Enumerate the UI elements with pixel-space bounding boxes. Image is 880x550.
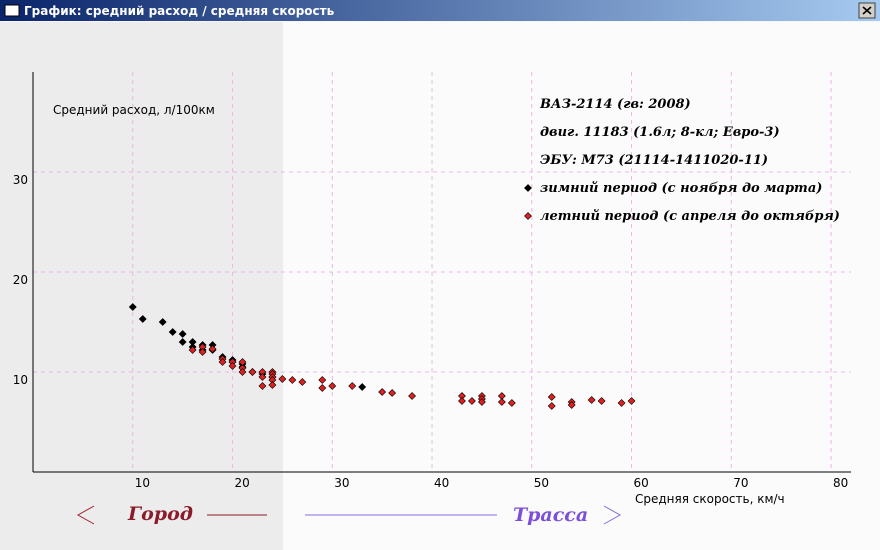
legend-label: зимний период (с ноября до марта) bbox=[540, 181, 822, 196]
data-point bbox=[288, 376, 297, 384]
data-point bbox=[547, 402, 556, 410]
title-bar bbox=[0, 0, 880, 21]
annotation: ВАЗ-2114 (гв: 2008) bbox=[539, 97, 691, 112]
data-point bbox=[318, 376, 327, 384]
data-point bbox=[328, 382, 337, 390]
data-point bbox=[158, 318, 167, 326]
data-point bbox=[388, 389, 397, 397]
x-tick-label: 10 bbox=[135, 476, 150, 490]
y-tick-label: 20 bbox=[13, 273, 28, 287]
x-tick-label: 50 bbox=[534, 476, 549, 490]
data-point bbox=[208, 345, 217, 353]
y-tick-label: 30 bbox=[13, 173, 28, 187]
window-icon bbox=[4, 4, 20, 17]
data-point bbox=[278, 375, 287, 383]
data-point bbox=[228, 362, 237, 370]
data-point bbox=[178, 338, 187, 346]
data-point bbox=[507, 399, 516, 407]
data-point bbox=[358, 383, 367, 391]
x-tick-label: 40 bbox=[434, 476, 449, 490]
x-tick-label: 20 bbox=[235, 476, 250, 490]
x-tick-label: 80 bbox=[833, 476, 848, 490]
data-point bbox=[348, 382, 357, 390]
data-point bbox=[188, 346, 197, 354]
x-tick-label: 30 bbox=[334, 476, 349, 490]
data-point bbox=[468, 397, 476, 405]
data-point bbox=[567, 401, 576, 409]
data-point bbox=[378, 388, 387, 396]
data-point bbox=[258, 373, 267, 381]
data-point bbox=[178, 330, 187, 338]
data-point bbox=[198, 348, 207, 356]
x-tick-label: 70 bbox=[733, 476, 748, 490]
data-point bbox=[587, 396, 596, 404]
data-point bbox=[497, 398, 506, 406]
data-point bbox=[248, 368, 257, 376]
data-point bbox=[238, 368, 247, 376]
city-zone bbox=[0, 22, 283, 550]
annotation: двиг. 11183 (1.6л; 8-кл; Евро-3) bbox=[540, 125, 780, 140]
plot-area bbox=[283, 22, 880, 550]
data-point bbox=[477, 398, 486, 406]
data-point bbox=[168, 328, 177, 336]
close-icon bbox=[862, 6, 872, 15]
annotation: ЭБУ: M73 (21114-1411020-11) bbox=[540, 153, 768, 168]
data-point bbox=[258, 382, 267, 390]
city-label: Город bbox=[127, 503, 193, 525]
data-point bbox=[627, 397, 636, 405]
data-point bbox=[138, 315, 147, 323]
highway-label: Трасса bbox=[513, 504, 588, 526]
data-point bbox=[547, 393, 556, 401]
data-point bbox=[238, 358, 247, 366]
data-point bbox=[458, 397, 466, 405]
data-point bbox=[408, 392, 416, 400]
legend-marker bbox=[524, 212, 532, 220]
data-point bbox=[298, 378, 307, 386]
x-axis-label: Средняя скорость, км/ч bbox=[635, 492, 785, 506]
legend-marker bbox=[524, 184, 532, 192]
legend-label: летний период (с апреля до октября) bbox=[540, 209, 840, 224]
data-point bbox=[218, 358, 227, 366]
right-arrow bbox=[603, 505, 622, 525]
data-point bbox=[597, 397, 606, 405]
y-tick-label: 10 bbox=[13, 373, 28, 387]
x-tick-label: 60 bbox=[634, 476, 649, 490]
data-point bbox=[128, 303, 137, 311]
window-title: График: средний расход / средняя скорост… bbox=[24, 4, 335, 18]
left-arrow bbox=[76, 505, 95, 525]
data-point bbox=[268, 381, 277, 389]
plot: 10 20 30 40 50 60 70 80 10 20 30 Средний расход, л/… bbox=[13, 22, 880, 550]
y-axis-label: Средний расход, л/100км bbox=[53, 103, 215, 117]
data-point bbox=[617, 399, 626, 407]
data-point bbox=[318, 384, 327, 392]
